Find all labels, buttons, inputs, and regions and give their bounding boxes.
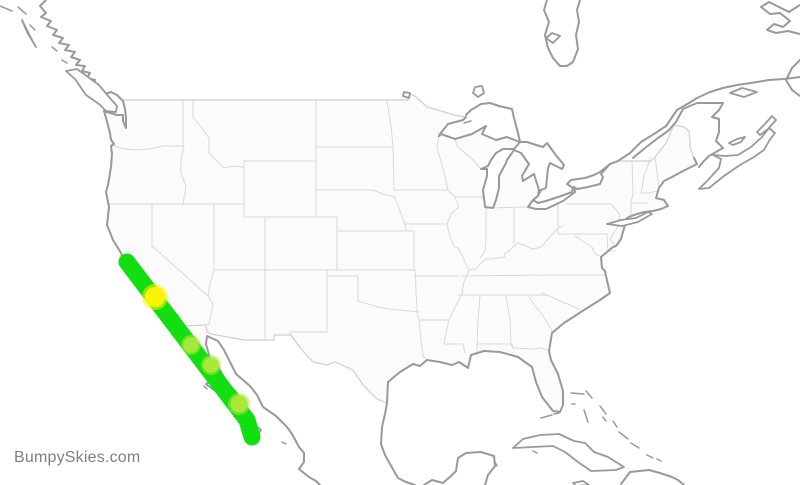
state-border-line bbox=[640, 156, 652, 195]
state-border-line bbox=[414, 269, 420, 321]
coastline bbox=[620, 469, 685, 485]
state-border-line bbox=[557, 233, 616, 252]
coastline bbox=[380, 402, 416, 485]
coastline bbox=[423, 451, 496, 485]
small-island-mark bbox=[618, 431, 629, 440]
watermark-text: BumpySkies.com bbox=[14, 449, 141, 466]
state-border-line bbox=[418, 319, 428, 361]
state-border-line bbox=[654, 156, 660, 190]
small-island-mark bbox=[570, 392, 585, 395]
small-island-mark bbox=[646, 454, 654, 459]
state-border-line bbox=[476, 294, 481, 353]
state-border-line bbox=[192, 100, 245, 169]
coastline bbox=[480, 141, 619, 210]
island-or-lake-outline bbox=[65, 68, 118, 113]
island-or-lake-outline bbox=[545, 32, 561, 44]
small-island-mark bbox=[281, 441, 287, 445]
small-island-mark bbox=[532, 450, 538, 454]
state-border-line bbox=[315, 189, 396, 198]
state-border-line bbox=[386, 100, 395, 191]
small-island-mark bbox=[630, 442, 640, 449]
state-border-line bbox=[180, 145, 187, 205]
state-border-line bbox=[326, 269, 420, 313]
small-island-mark bbox=[540, 414, 553, 419]
small-island-mark bbox=[29, 24, 36, 31]
island-or-lake-outline bbox=[698, 127, 776, 190]
small-island-mark bbox=[61, 59, 68, 64]
turbulence-marker bbox=[183, 337, 199, 353]
coastline bbox=[386, 157, 698, 413]
turbulence-marker bbox=[203, 357, 219, 373]
coastline bbox=[760, 1, 800, 35]
island-or-lake-outline bbox=[728, 136, 746, 146]
island-or-lake-outline bbox=[572, 480, 590, 485]
state-border-line bbox=[436, 135, 449, 191]
coastline bbox=[438, 125, 521, 143]
flight-track bbox=[118, 253, 261, 446]
state-border-line bbox=[110, 143, 184, 151]
state-border-line bbox=[443, 343, 466, 354]
coastline bbox=[632, 102, 724, 168]
small-island-mark bbox=[602, 416, 607, 422]
us-landmass bbox=[104, 94, 697, 412]
small-island-mark bbox=[599, 405, 607, 415]
state-border-line bbox=[468, 224, 565, 271]
island-or-lake-outline bbox=[512, 433, 625, 472]
state-border-line bbox=[460, 274, 607, 277]
island-or-lake-outline bbox=[756, 115, 777, 136]
small-island-mark bbox=[463, 120, 472, 124]
state-border-line bbox=[476, 343, 550, 352]
coastline bbox=[785, 59, 800, 97]
turbulence-marker bbox=[144, 286, 166, 308]
island-or-lake-outline bbox=[21, 19, 37, 48]
small-island-mark bbox=[17, 6, 27, 15]
coastline bbox=[599, 76, 800, 173]
state-border-line bbox=[479, 207, 487, 259]
small-island-mark bbox=[553, 412, 560, 415]
small-island-mark bbox=[0, 5, 13, 12]
state-border-line bbox=[207, 269, 215, 297]
small-island-mark bbox=[585, 390, 593, 399]
small-island-mark bbox=[656, 458, 662, 462]
small-island-mark bbox=[612, 420, 618, 428]
state-border-line bbox=[394, 196, 407, 232]
coastline bbox=[543, 0, 581, 67]
state-border-line bbox=[289, 269, 328, 336]
state-border-line bbox=[574, 235, 603, 258]
state-border-line bbox=[528, 296, 553, 332]
state-border-line bbox=[640, 190, 658, 194]
small-island-mark bbox=[494, 461, 498, 467]
coastline bbox=[438, 116, 467, 137]
small-island-mark bbox=[583, 409, 589, 423]
state-border-line bbox=[443, 189, 470, 345]
country-border-line bbox=[181, 324, 388, 404]
island-or-lake-outline bbox=[472, 85, 485, 98]
state-border-line bbox=[541, 292, 580, 310]
coastline bbox=[103, 100, 127, 129]
island-or-lake-outline bbox=[606, 211, 653, 227]
state-border-line bbox=[151, 203, 214, 326]
small-island-mark bbox=[51, 46, 58, 52]
island-or-lake-outline bbox=[402, 91, 411, 99]
coastline bbox=[465, 102, 601, 204]
turbulence-marker bbox=[230, 395, 248, 413]
small-island-mark bbox=[203, 385, 208, 390]
state-border-line bbox=[454, 138, 482, 170]
island-or-lake-outline bbox=[729, 87, 758, 98]
